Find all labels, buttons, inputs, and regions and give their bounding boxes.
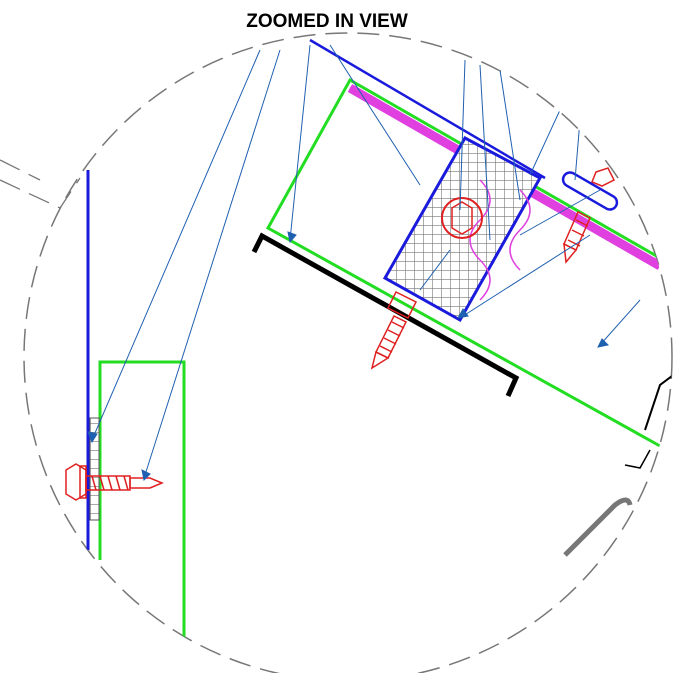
grey-hook — [565, 500, 630, 555]
detail-drawing: ZOOMED IN VIEW — [0, 0, 677, 673]
green-outline — [100, 362, 184, 640]
bracket — [385, 138, 540, 320]
dash-lines — [0, 160, 80, 208]
detail-circle — [24, 33, 672, 673]
left-screw — [66, 464, 162, 500]
title: ZOOMED IN VIEW — [246, 11, 408, 32]
leader-lines — [88, 45, 640, 480]
blue-edge — [310, 40, 545, 178]
drawing-content — [66, 40, 677, 640]
edge-detail — [645, 370, 677, 430]
edge-detail-2 — [625, 450, 650, 468]
